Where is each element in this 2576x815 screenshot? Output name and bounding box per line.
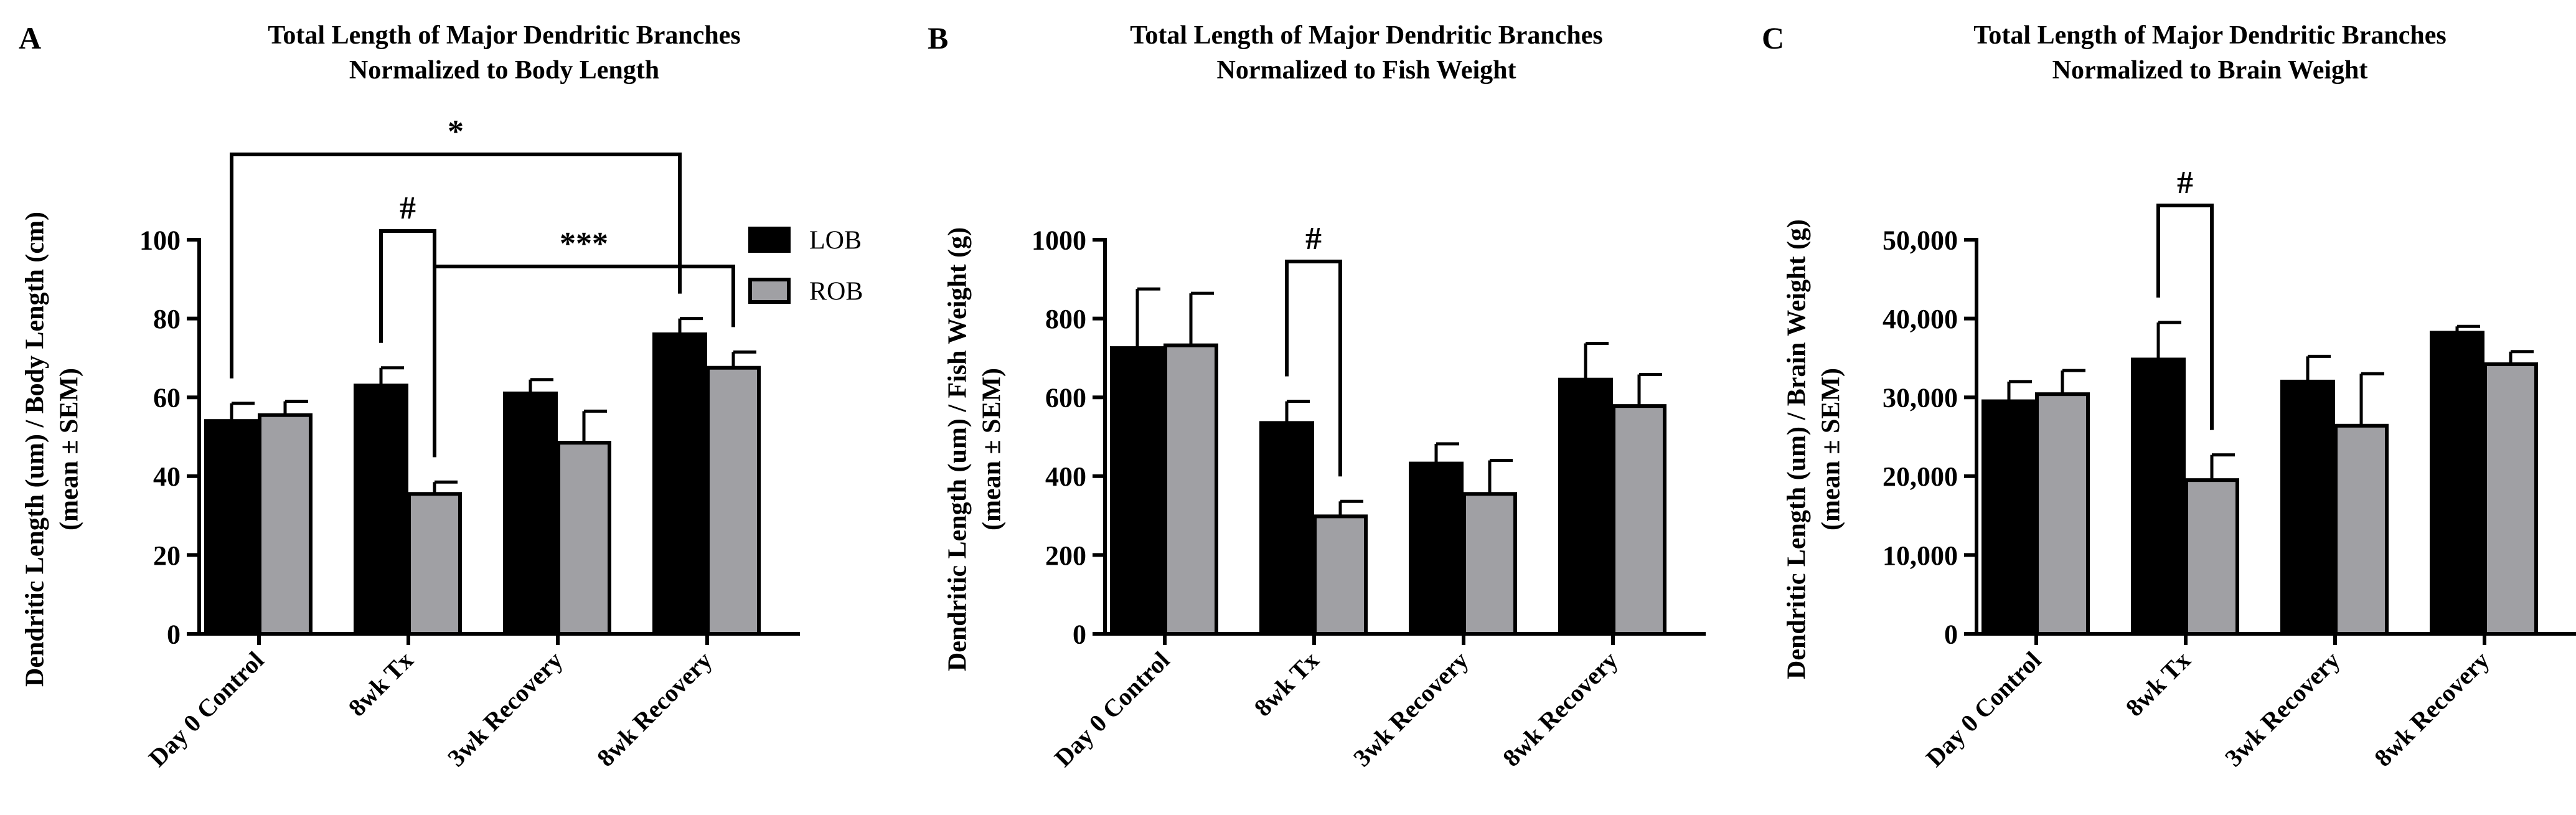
panel-letter: B <box>928 21 948 55</box>
panel-b: B Total Length of Major Dendritic Branche… <box>928 21 1706 772</box>
x-tick-label: 8wk Tx <box>2120 646 2196 722</box>
significance-bracket <box>230 153 682 379</box>
significance-bracket <box>1285 260 1342 477</box>
bar-lob <box>1558 377 1613 636</box>
bar-rob <box>407 492 462 636</box>
y-tick-label: 40,000 <box>1883 304 1958 334</box>
chart-title-line: Total Length of Major Dendritic Branches <box>1130 21 1602 50</box>
legend-swatch-rob <box>748 278 791 304</box>
y-axis-label: Dendritic Length (um) / Body Length (cm) <box>21 212 50 687</box>
x-tick-label: 3wk Recovery <box>1348 646 1474 772</box>
bar-rob <box>2483 362 2538 636</box>
chart-title-line: Normalized to Body Length <box>349 56 659 85</box>
bar-rob <box>2035 392 2090 636</box>
bar-rob <box>2184 478 2239 636</box>
bar-lob <box>1259 421 1314 636</box>
bar-lob <box>1981 399 2036 636</box>
significance-marker: # <box>2177 165 2193 200</box>
y-tick-label: 50,000 <box>1883 225 1958 255</box>
y-axis-label: (mean ± SEM) <box>978 368 1007 530</box>
y-tick-label: 10,000 <box>1883 540 1958 571</box>
y-axis-label: Dendritic Length (um) / Brain Weight (g) <box>1783 219 1812 679</box>
x-tick-label: Day 0 Control <box>143 646 270 773</box>
y-tick-label: 20 <box>153 540 181 571</box>
x-tick-label: Day 0 Control <box>1920 646 2047 773</box>
y-tick-label: 30,000 <box>1883 383 1958 413</box>
chart-title-line: Normalized to Brain Weight <box>2052 56 2368 85</box>
x-tick-label: 3wk Recovery <box>2219 646 2345 772</box>
chart-title-line: Total Length of Major Dendritic Branches <box>1973 21 2446 50</box>
x-tick-label: 8wk Recovery <box>591 646 717 772</box>
bar-lob <box>2131 357 2186 636</box>
y-tick-label: 60 <box>153 383 181 413</box>
bar-lob <box>1110 346 1165 636</box>
bar-lob <box>652 332 707 636</box>
bar-lob <box>2280 379 2335 636</box>
x-tick-label: 8wk Recovery <box>2369 646 2494 772</box>
significance-marker: *** <box>560 226 608 261</box>
bar-lob <box>204 419 259 636</box>
x-tick-label: 3wk Recovery <box>442 646 568 772</box>
y-tick-label: 80 <box>153 304 181 334</box>
bar-lob <box>354 384 408 636</box>
bar-rob <box>1612 404 1666 636</box>
bar-rob <box>2334 423 2389 636</box>
significance-marker: # <box>400 191 416 226</box>
significance-bracket <box>433 265 735 458</box>
x-tick-label: 8wk Tx <box>1249 646 1325 722</box>
bar-rob <box>557 440 611 636</box>
y-tick-label: 200 <box>1045 540 1086 571</box>
legend-swatch-lob <box>748 227 791 253</box>
significance-bracket <box>2156 204 2214 430</box>
y-tick-label: 20,000 <box>1883 461 1958 492</box>
panel-letter: C <box>1762 21 1784 55</box>
bar-rob <box>1313 514 1368 636</box>
significance-marker: # <box>1305 221 1322 257</box>
bar-rob <box>1163 343 1218 636</box>
panel-letter: A <box>19 21 41 55</box>
y-tick-label: 40 <box>153 461 181 492</box>
bar-rob <box>706 365 761 636</box>
y-axis-label: Dendritic Length (um) / Fish Weight (g) <box>944 227 972 671</box>
y-axis-label: (mean ± SEM) <box>55 368 84 530</box>
x-tick-label: Day 0 Control <box>1049 646 1175 773</box>
y-tick-label: 1000 <box>1032 225 1086 255</box>
y-axis-label: (mean ± SEM) <box>1817 368 1846 530</box>
bar-lob <box>2430 331 2484 636</box>
bar-rob <box>258 413 313 636</box>
legend-label: ROB <box>809 278 863 306</box>
bar-rob <box>1462 492 1517 636</box>
x-tick-label: 8wk Tx <box>343 646 419 722</box>
y-tick-label: 600 <box>1045 383 1086 413</box>
significance-marker: * <box>448 114 464 149</box>
y-tick-label: 800 <box>1045 304 1086 334</box>
y-tick-label: 0 <box>1944 619 1958 649</box>
legend-label: LOB <box>809 227 862 255</box>
chart-title-line: Normalized to Fish Weight <box>1216 56 1516 85</box>
y-tick-label: 400 <box>1045 461 1086 492</box>
panel-a: A Total Length of Major Dendritic Branche… <box>19 21 863 772</box>
y-tick-label: 0 <box>167 619 181 649</box>
y-tick-label: 0 <box>1073 619 1086 649</box>
panel-c: C Total Length of Major Dendritic Branche… <box>1762 21 2576 772</box>
y-tick-label: 100 <box>139 225 181 255</box>
bar-lob <box>503 391 558 636</box>
x-tick-label: 8wk Recovery <box>1497 646 1623 772</box>
bar-lob <box>1409 461 1464 636</box>
chart-title-line: Total Length of Major Dendritic Branches <box>268 21 740 50</box>
